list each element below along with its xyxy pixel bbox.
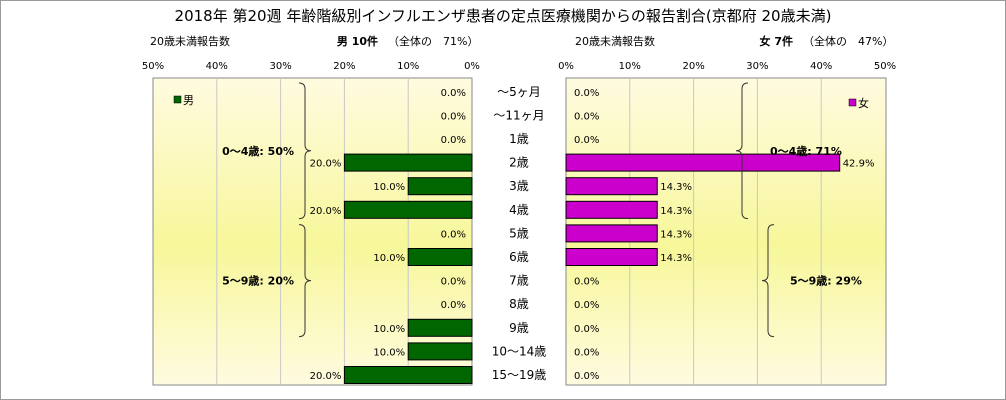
female-tick-label: 30% (746, 61, 768, 72)
male-value-label: 0.0% (441, 300, 466, 311)
age-category-label: 5歳 (509, 226, 529, 240)
female-value-label: 0.0% (574, 347, 599, 358)
female-value-label: 0.0% (574, 324, 599, 335)
female-value-label: 0.0% (574, 277, 599, 288)
female-value-label: 14.3% (660, 253, 692, 264)
male-bar (343, 153, 473, 172)
value-labels: 0.0% 0.0% 0.0% 20.0% 10.0% 20.0% 0.0% 10.0% 0.0%… (310, 88, 875, 382)
female-age-group-brace (761, 224, 775, 338)
female-header: 女 7件 (760, 34, 793, 48)
male-tick-label: 0% (464, 61, 480, 72)
male-value-label: 0.0% (441, 111, 466, 122)
male-value-label: 0.0% (441, 229, 466, 240)
age-category-label: 2歳 (509, 156, 529, 170)
age-category-label: 7歳 (509, 274, 529, 288)
male-value-label: 20.0% (310, 371, 342, 382)
age-category-label: 4歳 (509, 203, 529, 217)
female-value-label: 14.3% (660, 182, 692, 193)
male-tick-label: 50% (142, 61, 164, 72)
age-category-label: 6歳 (509, 250, 529, 264)
female-bar (565, 224, 658, 243)
male-value-label: 0.0% (441, 88, 466, 99)
female-tick-label: 0% (558, 61, 574, 72)
male-legend-label: 男 (183, 94, 194, 107)
male-age-group-label: 0～4歳: 50% (222, 144, 294, 158)
age-category-label: 10～14歳 (492, 344, 547, 358)
female-tick-label: 40% (810, 61, 832, 72)
male-legend-swatch (173, 95, 182, 104)
male-age-group-brace (298, 224, 312, 338)
male-value-label: 20.0% (310, 159, 342, 170)
male-header: 男 10件 (337, 34, 378, 48)
gridlines (216, 78, 822, 385)
age-group-brackets: 0～4歳: 50% 5～9歳: 20% 0～4歳: 71% 5～9歳: 29% (222, 82, 862, 338)
female-value-label: 14.3% (660, 206, 692, 217)
male-tick-label: 30% (269, 61, 291, 72)
bars (343, 153, 841, 384)
female-value-label: 0.0% (574, 371, 599, 382)
male-value-label: 10.0% (373, 324, 405, 335)
age-category-label: 8歳 (509, 297, 529, 311)
female-tick-label: 10% (619, 61, 641, 72)
category-labels: ～5ヶ月 ～11ヶ月 1歳 2歳 3歳 4歳 5歳 6歳 7歳 8歳 9歳 10～14歳 15～19歳 (492, 85, 547, 382)
male-bar (343, 200, 473, 219)
male-value-label: 20.0% (310, 206, 342, 217)
male-bar (407, 177, 473, 196)
female-value-label: 0.0% (574, 300, 599, 311)
male-bar (343, 366, 473, 384)
female-bar (565, 153, 841, 172)
male-tick-label: 20% (333, 61, 355, 72)
male-value-label: 0.0% (441, 135, 466, 146)
male-value-label: 0.0% (441, 277, 466, 288)
male-age-group-brace (298, 82, 312, 220)
age-category-label: 15～19歳 (492, 368, 547, 382)
male-value-label: 10.0% (373, 182, 405, 193)
male-value-label: 10.0% (373, 347, 405, 358)
male-bar (407, 318, 473, 337)
age-category-label: 9歳 (509, 321, 529, 335)
female-bar (565, 248, 658, 266)
right-subtitle: 20歳未満報告数 (575, 35, 655, 48)
chart-title: 2018年 第20週 年齢階級別インフルエンザ患者の定点医療機関からの報告割合(… (175, 7, 832, 25)
female-value-label: 14.3% (660, 229, 692, 240)
age-category-label: ～11ヶ月 (493, 108, 544, 122)
female-age-group-label: 0～4歳: 71% (770, 144, 842, 158)
left-subtitle: 20歳未満報告数 (150, 35, 230, 48)
tick-labels: 0% 10% 20% 30% 40% 50% 0% 10% 20% 30% 40% 50% (142, 61, 896, 72)
female-legend-label: 女 (858, 96, 869, 110)
age-category-label: ～5ヶ月 (497, 85, 541, 99)
male-tick-label: 40% (206, 61, 228, 72)
female-value-label: 42.9% (843, 159, 875, 170)
female-bar (565, 200, 658, 219)
male-value-label: 10.0% (373, 253, 405, 264)
female-tick-label: 20% (682, 61, 704, 72)
female-value-label: 0.0% (574, 88, 599, 99)
age-category-label: 3歳 (509, 179, 529, 193)
female-age-group-brace (735, 82, 749, 220)
male-plot-area (152, 77, 473, 386)
female-legend-swatch (848, 98, 857, 107)
male-tick-label: 10% (397, 61, 419, 72)
female-value-label: 0.0% (574, 135, 599, 146)
male-bar (407, 342, 473, 361)
male-bar (407, 248, 473, 266)
female-value-label: 0.0% (574, 111, 599, 122)
age-category-label: 1歳 (509, 132, 529, 146)
female-age-group-label: 5～9歳: 29% (790, 274, 862, 288)
female-share: （全体の 47%） (803, 34, 893, 48)
male-age-group-label: 5～9歳: 20% (222, 274, 294, 288)
female-tick-label: 50% (874, 61, 896, 72)
male-share: （全体の 71%） (388, 34, 478, 48)
female-bar (565, 177, 658, 196)
